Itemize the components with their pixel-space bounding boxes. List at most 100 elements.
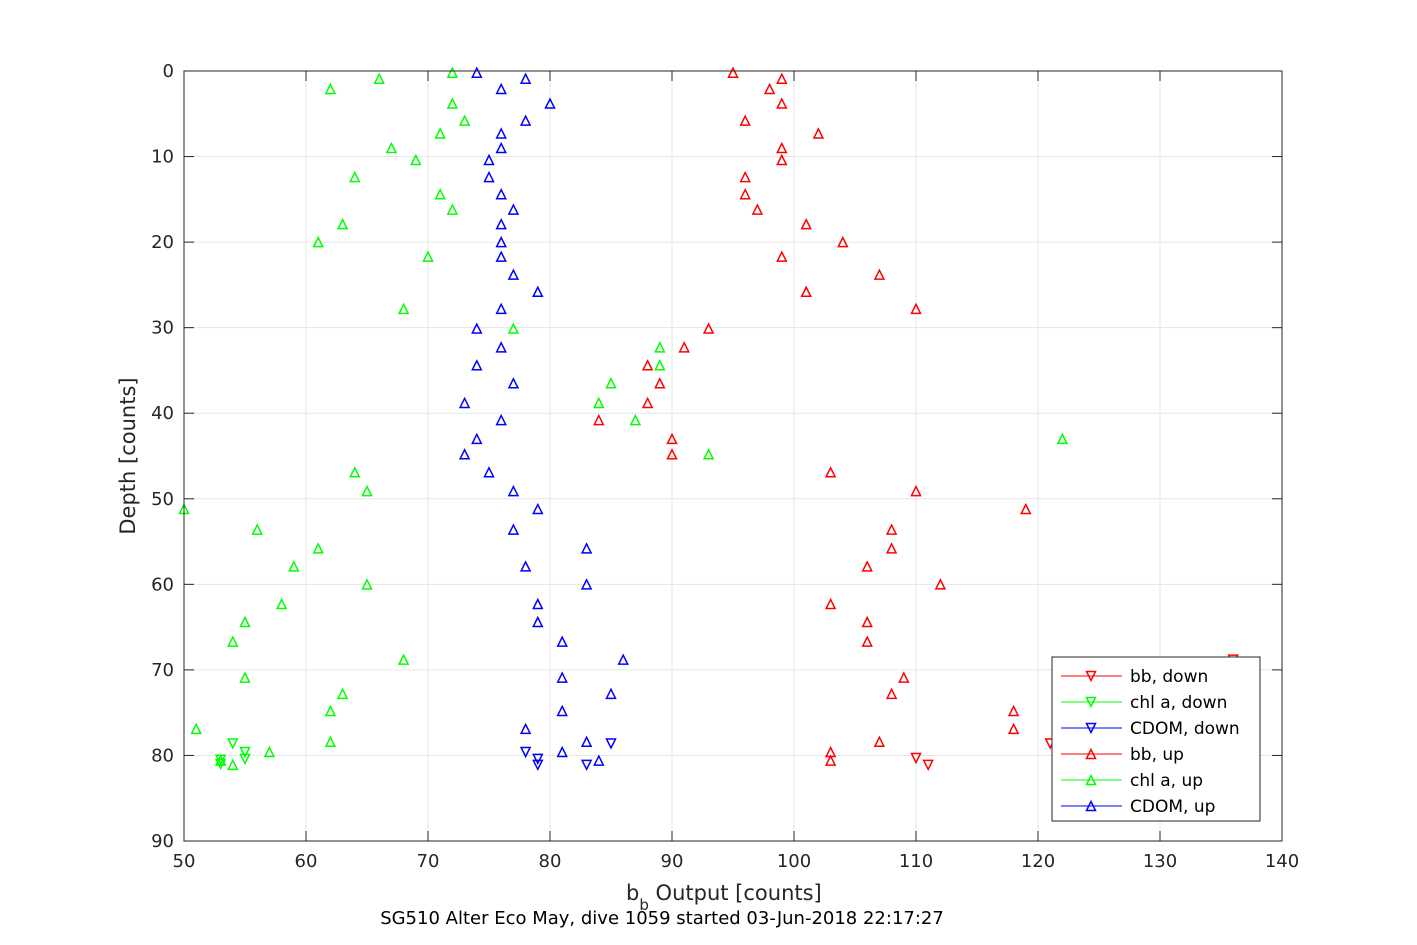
- data-point: [324, 735, 337, 748]
- data-point: [605, 738, 617, 750]
- data-point: [495, 250, 507, 262]
- legend: bb, down chl a, down CDOM, down bb, up chl a…: [1051, 656, 1261, 822]
- data-point: [434, 188, 446, 200]
- data-point: [605, 377, 617, 389]
- data-point: [227, 758, 239, 771]
- data-point: [556, 704, 568, 717]
- data-point: [873, 735, 886, 748]
- data-point: [641, 359, 654, 371]
- data-point: [251, 523, 263, 535]
- data-point: [824, 597, 837, 610]
- plot-frame: [183, 70, 1283, 842]
- data-point: [580, 759, 593, 772]
- data-point: [800, 285, 812, 297]
- data-point: [239, 671, 251, 683]
- data-point: [532, 502, 544, 515]
- legend-marker: [1085, 773, 1097, 786]
- data-point: [739, 170, 751, 183]
- data-point: [446, 66, 459, 78]
- data-point: [349, 170, 361, 183]
- data-point: [471, 322, 483, 334]
- data-points: [178, 66, 1239, 772]
- x-tick-label: 80: [539, 851, 562, 872]
- data-point: [385, 141, 398, 154]
- data-point: [934, 578, 947, 590]
- data-point: [861, 615, 873, 628]
- legend-box: [1051, 656, 1261, 822]
- data-point: [324, 704, 337, 717]
- x-tick-label: 60: [295, 851, 318, 872]
- data-point: [532, 759, 544, 772]
- data-point: [495, 141, 507, 154]
- legend-marker: [1085, 696, 1097, 709]
- data-point: [507, 523, 520, 535]
- data-point: [1007, 722, 1020, 735]
- data-point: [910, 302, 922, 315]
- data-point: [483, 153, 495, 166]
- data-point: [885, 542, 898, 554]
- data-point: [190, 722, 202, 735]
- data-point: [593, 754, 605, 766]
- x-tick-label: 70: [417, 851, 440, 872]
- x-tick-label: 140: [1265, 851, 1299, 872]
- data-point: [471, 66, 483, 78]
- data-point: [471, 432, 483, 445]
- data-point: [397, 302, 410, 315]
- data-point: [519, 560, 532, 572]
- x-axis-label-subscript: b: [639, 896, 649, 914]
- data-point: [263, 745, 276, 758]
- data-point: [214, 758, 227, 771]
- data-point: [556, 635, 568, 647]
- data-point: [727, 66, 739, 78]
- data-point: [458, 114, 471, 126]
- data-point: [824, 754, 837, 766]
- data-point: [239, 746, 251, 759]
- data-point: [361, 578, 373, 590]
- legend-label: bb, down: [1130, 667, 1208, 687]
- data-point: [776, 153, 788, 166]
- x-tick-labels: 50 60 70 80 90 100 110 120 130 140: [173, 851, 1300, 872]
- data-point: [532, 597, 544, 610]
- legend-marker: [1085, 799, 1097, 812]
- data-point: [312, 542, 324, 554]
- data-point: [922, 759, 934, 772]
- data-point: [1020, 502, 1032, 515]
- legend-marker: [1085, 670, 1097, 683]
- data-point: [910, 484, 922, 497]
- data-point: [373, 72, 385, 84]
- data-point: [227, 635, 239, 647]
- data-point: [519, 114, 532, 126]
- legend-label: CDOM, up: [1130, 797, 1215, 817]
- data-point: [532, 285, 544, 297]
- data-point: [666, 432, 678, 445]
- data-point: [654, 359, 666, 371]
- data-point: [702, 448, 715, 460]
- data-point: [800, 217, 812, 230]
- y-tick-label: 70: [151, 660, 174, 681]
- data-point: [507, 377, 520, 389]
- data-point: [239, 753, 251, 766]
- data-point: [629, 413, 642, 426]
- series-4: [178, 66, 1069, 771]
- data-point: [605, 687, 617, 700]
- x-tick-label: 50: [173, 851, 196, 872]
- data-point: [458, 396, 471, 409]
- data-point: [214, 754, 227, 766]
- x-tick-label: 110: [899, 851, 933, 872]
- data-point: [898, 671, 910, 683]
- y-axis-label: Depth [counts]: [116, 377, 140, 534]
- data-point: [288, 560, 300, 572]
- data-point: [885, 523, 898, 535]
- y-tick-label: 50: [151, 489, 174, 510]
- data-point: [593, 413, 605, 426]
- y-tick-label: 20: [151, 232, 174, 253]
- data-point: [654, 341, 666, 353]
- legend-label: chl a, down: [1130, 693, 1227, 713]
- data-point: [776, 141, 788, 154]
- data-point: [739, 188, 751, 200]
- data-point: [910, 752, 922, 765]
- data-point: [349, 466, 361, 478]
- data-point: [227, 738, 239, 750]
- data-point: [763, 82, 776, 95]
